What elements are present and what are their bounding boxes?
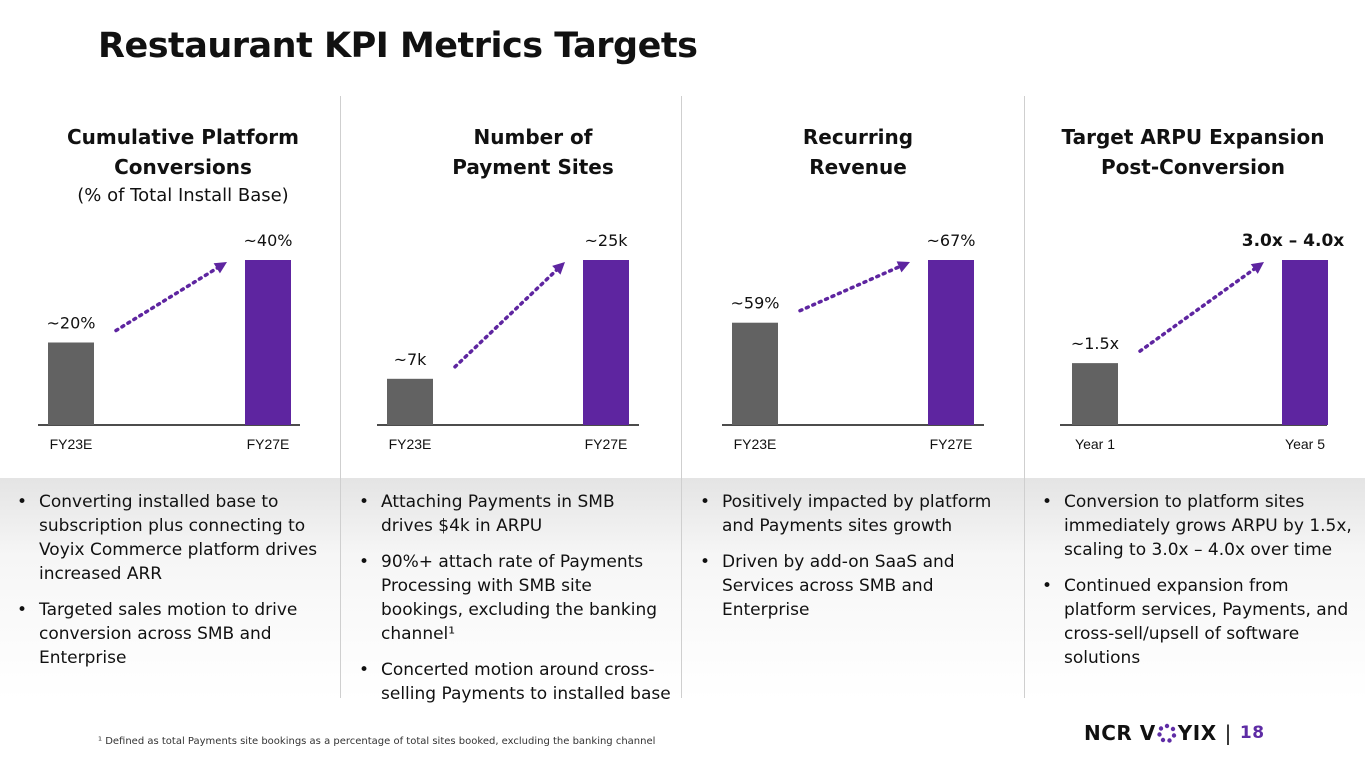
chart-value-label: ~67% <box>927 231 976 250</box>
column-divider <box>1024 96 1025 698</box>
chart-svg: ~7k FY23E ~25k FY27E <box>377 231 639 452</box>
chart-svg: ~20% FY23E ~40% FY27E <box>38 231 300 452</box>
kpi-column-platform-conversions: Cumulative Platform Conversions (% of To… <box>0 0 340 700</box>
chart-value-label: ~25k <box>584 231 628 250</box>
chart-bar-fy23e <box>387 378 433 425</box>
chart-category-label: Year 5 <box>1285 436 1325 452</box>
chart-trend-arrow-line <box>453 267 560 369</box>
chart-bar-year-1 <box>1072 363 1118 425</box>
chart-value-label: 3.0x – 4.0x <box>1242 231 1345 251</box>
chart-trend-arrow-head <box>552 262 565 275</box>
chart-arpu-expansion: ~1.5x Year 1 3.0x – 4.0x Year 5 <box>1025 210 1365 460</box>
column-heading: Number of Payment Sites <box>363 122 703 182</box>
chart-bar-fy27e <box>583 260 629 425</box>
column-heading-line1: Target ARPU Expansion <box>1061 125 1325 149</box>
column-heading-line2: Post-Conversion <box>1100 155 1286 179</box>
chart-value-label: ~1.5x <box>1071 334 1119 353</box>
chart-category-label: FY23E <box>734 436 777 452</box>
chart-bar-year-5 <box>1282 260 1328 425</box>
chart-category-label: FY27E <box>930 436 973 452</box>
chart-trend-arrow-head <box>896 261 910 273</box>
chart-payment-sites: ~7k FY23E ~25k FY27E <box>341 210 681 460</box>
bullet-item: Positively impacted by platform and Paym… <box>694 490 994 538</box>
page-title: Restaurant KPI Metrics Targets <box>98 26 698 66</box>
chart-svg: ~1.5x Year 1 3.0x – 4.0x Year 5 <box>1060 231 1345 452</box>
bullet-item: Conversion to platform sites immediately… <box>1036 490 1354 562</box>
kpi-column-payment-sites: Number of Payment Sites ~7k FY23E ~25k FY27… <box>341 0 681 704</box>
chart-category-label: FY23E <box>389 436 432 452</box>
bullet-list: Attaching Payments in SMB drives $4k in … <box>353 490 671 718</box>
bullet-item: Driven by add-on SaaS and Services acros… <box>694 550 994 622</box>
chart-trend-arrow-head <box>213 262 227 274</box>
chart-category-label: FY23E <box>50 436 93 452</box>
kpi-column-arpu-expansion: Target ARPU Expansion Post-Conversion ~1… <box>1025 0 1365 700</box>
bullet-list: Conversion to platform sites immediately… <box>1036 490 1354 682</box>
bullet-item: Targeted sales motion to drive conversio… <box>11 598 321 670</box>
bullet-item: Concerted motion around cross-selling Pa… <box>353 658 671 706</box>
chart-trend-arrow-line <box>114 265 221 333</box>
column-heading-line2: Revenue <box>809 155 907 179</box>
chart-trend-arrow-head <box>1250 262 1264 274</box>
column-heading-line1: Cumulative Platform <box>66 125 300 149</box>
chart-bar-fy27e <box>245 260 291 425</box>
bullet-item: 90%+ attach rate of Payments Processing … <box>353 550 671 646</box>
logo-separator: | <box>1224 721 1232 745</box>
bullet-list: Positively impacted by platform and Paym… <box>694 490 994 634</box>
column-heading: Recurring Revenue <box>687 122 1029 182</box>
chart-category-label: FY27E <box>247 436 290 452</box>
chart-bar-fy27e <box>928 260 974 425</box>
logo-text-left: NCR V <box>1084 721 1156 745</box>
bullet-item: Converting installed base to subscriptio… <box>11 490 321 586</box>
page-number: 18 <box>1239 723 1265 743</box>
chart-value-label: ~40% <box>244 231 293 250</box>
logo-text-right: YIX <box>1177 721 1217 745</box>
chart-value-label: ~20% <box>47 314 96 333</box>
chart-bar-fy23e <box>732 322 778 425</box>
chart-bar-fy23e <box>48 342 94 425</box>
column-heading-line2: Conversions <box>114 155 252 179</box>
chart-category-label: Year 1 <box>1075 436 1115 452</box>
column-heading: Cumulative Platform Conversions <box>13 122 353 182</box>
kpi-column-recurring-revenue: Recurring Revenue ~59% FY23E ~67% FY27E Pos… <box>682 0 1024 700</box>
column-divider <box>681 96 682 698</box>
chart-value-label: ~7k <box>394 350 428 369</box>
bullet-list: Converting installed base to subscriptio… <box>11 490 321 682</box>
column-heading-line1: Recurring <box>802 125 914 149</box>
chart-recurring-revenue: ~59% FY23E ~67% FY27E <box>682 210 1024 460</box>
chart-value-label: ~59% <box>731 294 780 313</box>
chart-trend-arrow-line <box>798 264 903 313</box>
chart-trend-arrow-line <box>1138 266 1258 353</box>
column-heading-line2: Payment Sites <box>452 155 614 179</box>
column-heading: Target ARPU Expansion Post-Conversion <box>1023 122 1363 182</box>
brand-logo: NCR V YIX | 18 <box>1084 720 1265 746</box>
footnote: ¹ Defined as total Payments site booking… <box>98 736 656 747</box>
bullet-item: Continued expansion from platform servic… <box>1036 574 1354 670</box>
chart-platform-conversions: ~20% FY23E ~40% FY27E <box>0 210 340 460</box>
chart-svg: ~59% FY23E ~67% FY27E <box>722 231 984 452</box>
column-heading-line1: Number of <box>473 125 593 149</box>
logo-dots-icon <box>1157 723 1176 743</box>
bullet-item: Attaching Payments in SMB drives $4k in … <box>353 490 671 538</box>
chart-category-label: FY27E <box>585 436 628 452</box>
column-subheading: (% of Total Install Base) <box>77 185 289 206</box>
column-divider <box>340 96 341 698</box>
